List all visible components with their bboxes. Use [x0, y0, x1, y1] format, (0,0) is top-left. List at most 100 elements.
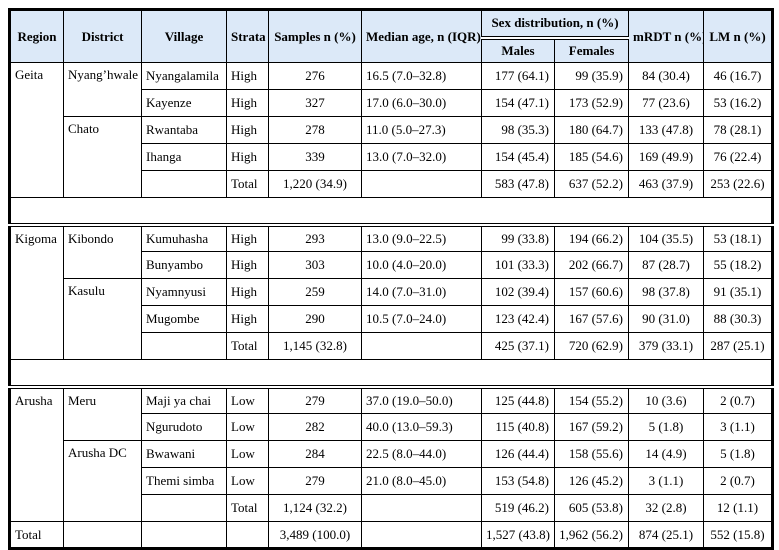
cell-district: Nyang’hwale — [63, 62, 142, 117]
cell-village: Mugombe — [141, 305, 227, 333]
cell-mrdt: 87 (28.7) — [628, 251, 705, 279]
cell-males: 583 (47.8) — [481, 170, 555, 198]
cell-samples: 290 — [268, 305, 362, 333]
cell-median-age: 13.0 (9.0–22.5) — [361, 224, 482, 252]
header-males: Males — [481, 37, 555, 63]
region-section: Geita Nyang’hwale Nyangalamila High 276 16.5 … — [9, 62, 774, 198]
cell-mrdt: 5 (1.8) — [628, 413, 705, 441]
cell-samples: 279 — [268, 467, 362, 495]
cell-males: 1,527 (43.8) — [481, 521, 555, 549]
header-mrdt: mRDT n (%) — [628, 9, 705, 63]
cell-lm: 88 (30.3) — [703, 305, 774, 333]
cell-samples: 1,145 (32.8) — [268, 332, 362, 360]
cell-village: Kayenze — [141, 89, 227, 117]
cell-district: Chato — [63, 116, 142, 198]
header-district: District — [63, 9, 142, 63]
cell-females: 1,962 (56.2) — [553, 521, 630, 549]
table-row: Kayenze High 327 17.0 (6.0–30.0) 154 (47.1) 1… — [10, 89, 774, 117]
cell-lm: 5 (1.8) — [703, 440, 774, 468]
cell-males: 154 (47.1) — [481, 89, 555, 117]
cell-males: 99 (33.8) — [481, 224, 555, 252]
cell-median-age: 16.5 (7.0–32.8) — [361, 62, 482, 90]
cell-samples: 282 — [268, 413, 362, 441]
cell-mrdt: 10 (3.6) — [628, 386, 705, 414]
cell-mrdt: 90 (31.0) — [628, 305, 705, 333]
cell-males: 125 (44.8) — [481, 386, 555, 414]
cell-lm: 2 (0.7) — [703, 467, 774, 495]
cell-females: 173 (52.9) — [553, 89, 630, 117]
cell-mrdt: 463 (37.9) — [628, 170, 705, 198]
cell-males: 519 (46.2) — [481, 494, 555, 522]
cell-region-total: Total — [9, 521, 64, 549]
section-separator-band — [8, 359, 774, 389]
cell-median-age: 17.0 (6.0–30.0) — [361, 89, 482, 117]
cell-strata-total: Total — [226, 494, 269, 522]
cell-males: 123 (42.4) — [481, 305, 555, 333]
cell-males: 115 (40.8) — [481, 413, 555, 441]
cell-median-age-empty — [361, 332, 482, 360]
header-lm: LM n (%) — [703, 9, 774, 63]
grand-total-row: Total 3,489 (100.0) 1,527 (43.8) 1,962 (56.… — [9, 521, 774, 549]
cell-females: 605 (53.8) — [553, 494, 630, 522]
table-row: Mugombe High 290 10.5 (7.0–24.0) 123 (42.4) 1… — [10, 305, 774, 333]
cell-strata-total: Total — [226, 170, 269, 198]
cell-samples: 284 — [268, 440, 362, 468]
cell-females: 154 (55.2) — [553, 386, 630, 414]
cell-samples: 278 — [268, 116, 362, 144]
cell-males: 177 (64.1) — [481, 62, 555, 90]
table-row: Chato Rwantaba High 278 11.0 (5.0–27.3) 98 (3… — [10, 116, 774, 198]
cell-females: 126 (45.2) — [553, 467, 630, 495]
cell-lm: 3 (1.1) — [703, 413, 774, 441]
cell-region: Arusha — [9, 386, 64, 522]
cell-median-age: 10.0 (4.0–20.0) — [361, 251, 482, 279]
cell-females: 158 (55.6) — [553, 440, 630, 468]
cell-females: 202 (66.7) — [553, 251, 630, 279]
section-separator-row — [8, 359, 774, 389]
cell-samples: 303 — [268, 251, 362, 279]
cell-samples: 1,124 (32.2) — [268, 494, 362, 522]
table-row: Ihanga High 339 13.0 (7.0–32.0) 154 (45.4) 18… — [10, 143, 774, 171]
cell-strata: High — [226, 89, 269, 117]
cell-district: Arusha DC — [63, 440, 142, 522]
cell-mrdt: 98 (37.8) — [628, 278, 705, 306]
header-strata: Strata — [226, 9, 269, 63]
cell-median-age-empty — [361, 521, 482, 549]
cell-samples: 276 — [268, 62, 362, 90]
cell-females: 180 (64.7) — [553, 116, 630, 144]
cell-region: Kigoma — [9, 224, 64, 360]
cell-lm: 253 (22.6) — [703, 170, 774, 198]
cell-district: Kibondo — [63, 224, 142, 279]
header-females: Females — [553, 37, 630, 63]
header-row-2: Males Females — [10, 37, 773, 63]
cell-mrdt: 84 (30.4) — [628, 62, 705, 90]
cell-mrdt: 104 (35.5) — [628, 224, 705, 252]
cell-mrdt: 14 (4.9) — [628, 440, 705, 468]
cell-median-age: 40.0 (13.0–59.3) — [361, 413, 482, 441]
cell-strata: Low — [226, 440, 269, 468]
cell-village-empty — [141, 494, 227, 522]
header-village: Village — [141, 9, 227, 63]
cell-samples: 293 — [268, 224, 362, 252]
cell-samples: 339 — [268, 143, 362, 171]
cell-village: Bunyambo — [141, 251, 227, 279]
cell-strata: High — [226, 305, 269, 333]
cell-lm: 91 (35.1) — [703, 278, 774, 306]
cell-median-age: 10.5 (7.0–24.0) — [361, 305, 482, 333]
cell-village: Maji ya chai — [141, 386, 227, 414]
cell-males: 126 (44.4) — [481, 440, 555, 468]
header-median-age: Median age, n (IQR) — [361, 9, 482, 63]
cell-strata: High — [226, 116, 269, 144]
table-row: Kigoma Kibondo Kumuhasha High 293 13.0 (9.0–2… — [9, 224, 774, 360]
cell-males: 98 (35.3) — [481, 116, 555, 144]
cell-village: Nyangalamila — [141, 62, 227, 90]
table-row: Arusha Meru Maji ya chai Low 279 37.0 (19.0–5… — [9, 386, 774, 522]
region-section: Kigoma Kibondo Kumuhasha High 293 13.0 (9.0–2… — [9, 224, 774, 360]
cell-village-empty — [141, 521, 227, 549]
cell-females: 167 (59.2) — [553, 413, 630, 441]
cell-district: Kasulu — [63, 278, 142, 360]
cell-samples: 1,220 (34.9) — [268, 170, 362, 198]
cell-median-age: 21.0 (8.0–45.0) — [361, 467, 482, 495]
cell-samples: 279 — [268, 386, 362, 414]
section-separator — [8, 359, 774, 389]
